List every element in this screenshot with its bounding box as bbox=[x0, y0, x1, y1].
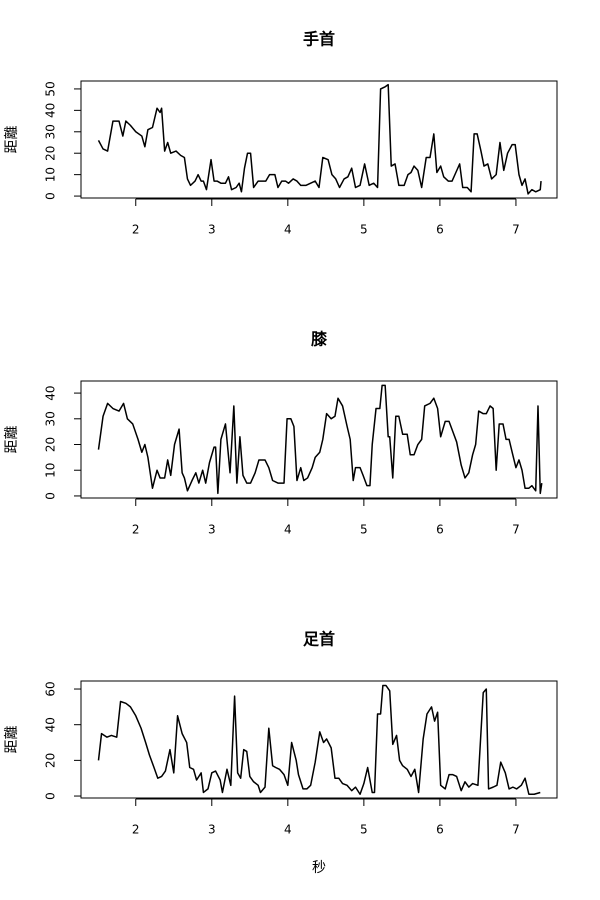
y-tick-label: 60 bbox=[44, 681, 58, 696]
y-tick-label: 0 bbox=[44, 792, 58, 800]
x-tick-label: 2 bbox=[132, 523, 140, 537]
x-tick-label: 7 bbox=[512, 823, 520, 837]
chart-title: 足首 bbox=[303, 630, 335, 649]
x-tick-label: 4 bbox=[284, 523, 292, 537]
y-axis-label: 距離 bbox=[3, 726, 20, 754]
x-tick-label: 3 bbox=[208, 523, 216, 537]
chart-title: 膝 bbox=[311, 330, 328, 349]
y-tick-label: 40 bbox=[44, 717, 58, 732]
x-tick-label: 4 bbox=[284, 823, 292, 837]
y-axis-label: 距離 bbox=[3, 426, 20, 454]
x-tick-label: 4 bbox=[284, 223, 292, 237]
y-tick-label: 30 bbox=[44, 124, 58, 139]
plot-frame bbox=[80, 80, 558, 199]
x-tick-label: 5 bbox=[360, 523, 368, 537]
y-tick-label: 0 bbox=[44, 492, 58, 500]
x-tick-label: 2 bbox=[132, 823, 140, 837]
x-tick-label: 6 bbox=[436, 523, 444, 537]
y-tick-label: 40 bbox=[44, 385, 58, 400]
y-tick-label: 30 bbox=[44, 411, 58, 426]
y-tick-label: 20 bbox=[44, 146, 58, 161]
y-axis-label: 距離 bbox=[3, 126, 20, 154]
y-tick-label: 10 bbox=[44, 167, 58, 182]
data-line bbox=[97, 384, 543, 495]
x-axis-label: 秒 bbox=[312, 860, 326, 876]
y-tick-label: 10 bbox=[44, 463, 58, 478]
data-line bbox=[97, 83, 542, 195]
x-tick-label: 7 bbox=[512, 223, 520, 237]
y-tick-label: 50 bbox=[44, 81, 58, 96]
y-tick-label: 0 bbox=[44, 192, 58, 200]
data-line bbox=[97, 684, 541, 795]
x-tick-label: 3 bbox=[208, 823, 216, 837]
chart-title: 手首 bbox=[303, 30, 335, 49]
plot-frame bbox=[80, 380, 558, 499]
x-tick-label: 5 bbox=[360, 223, 368, 237]
x-tick-label: 2 bbox=[132, 223, 140, 237]
x-tick-label: 3 bbox=[208, 223, 216, 237]
x-tick-label: 6 bbox=[436, 223, 444, 237]
x-tick-label: 6 bbox=[436, 823, 444, 837]
y-tick-label: 40 bbox=[44, 103, 58, 118]
x-tick-label: 7 bbox=[512, 523, 520, 537]
y-tick-label: 20 bbox=[44, 437, 58, 452]
x-tick-label: 5 bbox=[360, 823, 368, 837]
y-tick-label: 20 bbox=[44, 753, 58, 768]
